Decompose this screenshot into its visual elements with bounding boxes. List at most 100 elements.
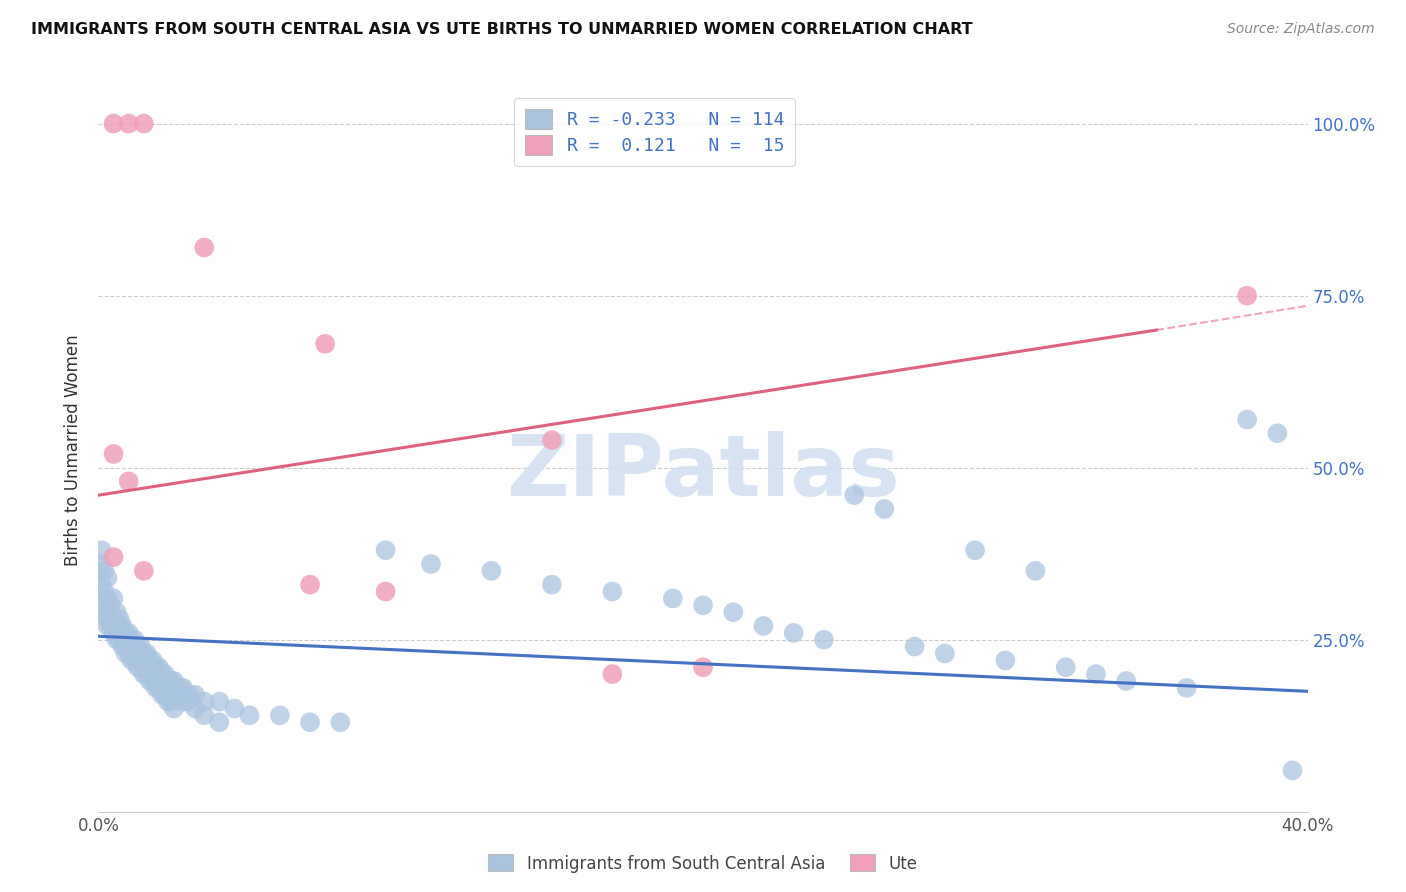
Point [661,591,683,606]
Point [121,653,143,667]
Point [193,240,215,254]
Point [723,605,745,619]
Point [374,584,396,599]
Point [103,550,125,565]
Point [96,591,118,606]
Point [1115,673,1137,688]
Point [1024,564,1046,578]
Point [135,647,157,661]
Point [132,667,155,681]
Point [132,647,155,661]
Point [420,557,443,571]
Point [965,543,987,558]
Text: ZIPatlas: ZIPatlas [506,431,900,514]
Point [1236,288,1258,302]
Point [540,433,562,447]
Point [602,667,624,681]
Point [1175,681,1198,695]
Point [160,695,183,709]
Point [108,632,131,647]
Point [145,660,167,674]
Point [179,695,201,709]
Y-axis label: Births to Unmarried Women: Births to Unmarried Women [63,334,82,566]
Point [208,715,231,730]
Point [93,599,115,613]
Point [150,688,173,702]
Point [145,667,167,681]
Point [114,625,136,640]
Point [124,653,146,667]
Point [142,667,165,681]
Point [184,688,207,702]
Point [994,653,1017,667]
Point [692,599,714,613]
Point [118,475,141,489]
Point [118,117,141,131]
Point [135,667,157,681]
Point [193,708,215,723]
Point [172,681,194,695]
Point [100,599,122,613]
Point [1054,660,1077,674]
Legend: R = -0.233   N = 114, R =  0.121   N =  15: R = -0.233 N = 114, R = 0.121 N = 15 [515,98,794,166]
Point [193,695,215,709]
Point [184,701,207,715]
Point [90,543,112,558]
Point [103,447,125,461]
Point [481,564,503,578]
Point [299,715,322,730]
Point [148,660,170,674]
Point [139,660,162,674]
Point [239,708,262,723]
Point [127,653,149,667]
Point [153,673,176,688]
Point [148,673,170,688]
Point [873,502,896,516]
Point [121,640,143,654]
Point [118,640,141,654]
Point [108,612,131,626]
Point [124,632,146,647]
Point [93,564,115,578]
Point [1267,426,1289,441]
Point [93,584,115,599]
Point [111,640,134,654]
Point [111,619,134,633]
Point [329,715,352,730]
Point [314,336,336,351]
Point [153,688,176,702]
Point [96,619,118,633]
Point [153,667,176,681]
Legend: Immigrants from South Central Asia, Ute: Immigrants from South Central Asia, Ute [482,847,924,880]
Point [124,647,146,661]
Point [179,688,201,702]
Point [1236,412,1258,426]
Point [150,673,173,688]
Point [96,571,118,585]
Point [208,695,231,709]
Point [111,632,134,647]
Point [114,632,136,647]
Point [105,632,128,647]
Point [150,667,173,681]
Point [813,632,835,647]
Point [156,695,179,709]
Point [129,640,152,654]
Point [103,591,125,606]
Point [114,647,136,661]
Point [132,653,155,667]
Point [156,681,179,695]
Point [169,681,191,695]
Point [139,653,162,667]
Point [127,640,149,654]
Point [90,557,112,571]
Point [105,619,128,633]
Point [540,577,562,591]
Point [752,619,775,633]
Point [160,681,183,695]
Point [103,625,125,640]
Point [374,543,396,558]
Point [156,673,179,688]
Point [269,708,291,723]
Point [100,619,122,633]
